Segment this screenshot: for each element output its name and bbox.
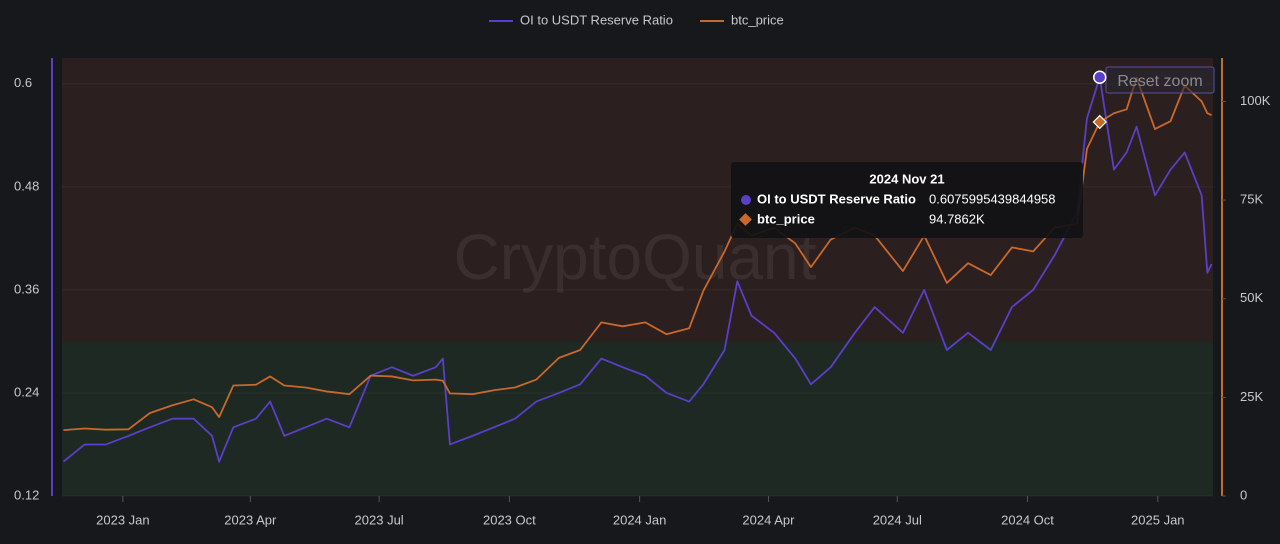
reset-zoom-box[interactable] <box>1105 66 1215 94</box>
y2-tick-label: 0 <box>1240 487 1247 502</box>
lines <box>62 76 1213 463</box>
y-tick-label: 0.24 <box>14 384 39 399</box>
reset-zoom-label[interactable]: Reset zoom <box>1117 73 1202 90</box>
axes: 0.12 0.24 0.36 0.48 0.6 0 25K 50K 75K 100K 2023 Ja… <box>14 58 1271 527</box>
x-tick-label: 2024 Oct <box>1001 512 1054 527</box>
y2-tick-label: 25K <box>1240 389 1263 404</box>
legend-label: btc_price <box>731 12 784 27</box>
y-tick-label: 0.48 <box>14 178 39 193</box>
y-tick-label: 0.12 <box>14 487 39 502</box>
x-tick-label: 2023 Jan <box>96 512 150 527</box>
x-tick-label: 2024 Jan <box>613 512 667 527</box>
x-tick-label: 2023 Apr <box>224 512 277 527</box>
hover-markers <box>1092 70 1107 130</box>
x-tick-label: 2023 Oct <box>483 512 536 527</box>
x-tick-label: 2024 Apr <box>742 512 795 527</box>
legend-label: OI to USDT Reserve Ratio <box>520 12 673 27</box>
series-line <box>63 76 1212 431</box>
tooltip-title: 2024 Nov 21 <box>869 171 944 186</box>
hover-marker <box>1092 114 1107 130</box>
tooltip-swatch <box>741 195 751 205</box>
tooltip-box <box>731 162 1083 238</box>
tooltip-value: 94.7862K <box>929 211 985 226</box>
y2-tick-label: 50K <box>1240 290 1263 305</box>
y2-tick-label: 75K <box>1240 191 1263 206</box>
tooltip-series-name: btc_price <box>757 211 815 226</box>
y2-tick-label: 100K <box>1240 93 1271 108</box>
hover-marker <box>1092 70 1107 84</box>
threshold-band <box>62 341 1213 496</box>
x-tick-label: 2024 Jul <box>873 512 922 527</box>
reset-zoom-button[interactable]: Reset zoom <box>1105 66 1215 94</box>
series-line <box>62 76 1213 463</box>
y-tick-label: 0.6 <box>14 75 32 90</box>
y-tick-label: 0.36 <box>14 281 39 296</box>
tooltip-series-name: OI to USDT Reserve Ratio <box>757 191 916 206</box>
x-tick-label: 2023 Jul <box>355 512 404 527</box>
x-tick-label: 2025 Jan <box>1131 512 1185 527</box>
tooltip-value: 0.6075995439844958 <box>929 191 1056 206</box>
tooltip: 2024 Nov 21 OI to USDT Reserve Ratio 0.6… <box>731 162 1083 238</box>
legend: OI to USDT Reserve Ratio btc_price <box>489 12 784 27</box>
